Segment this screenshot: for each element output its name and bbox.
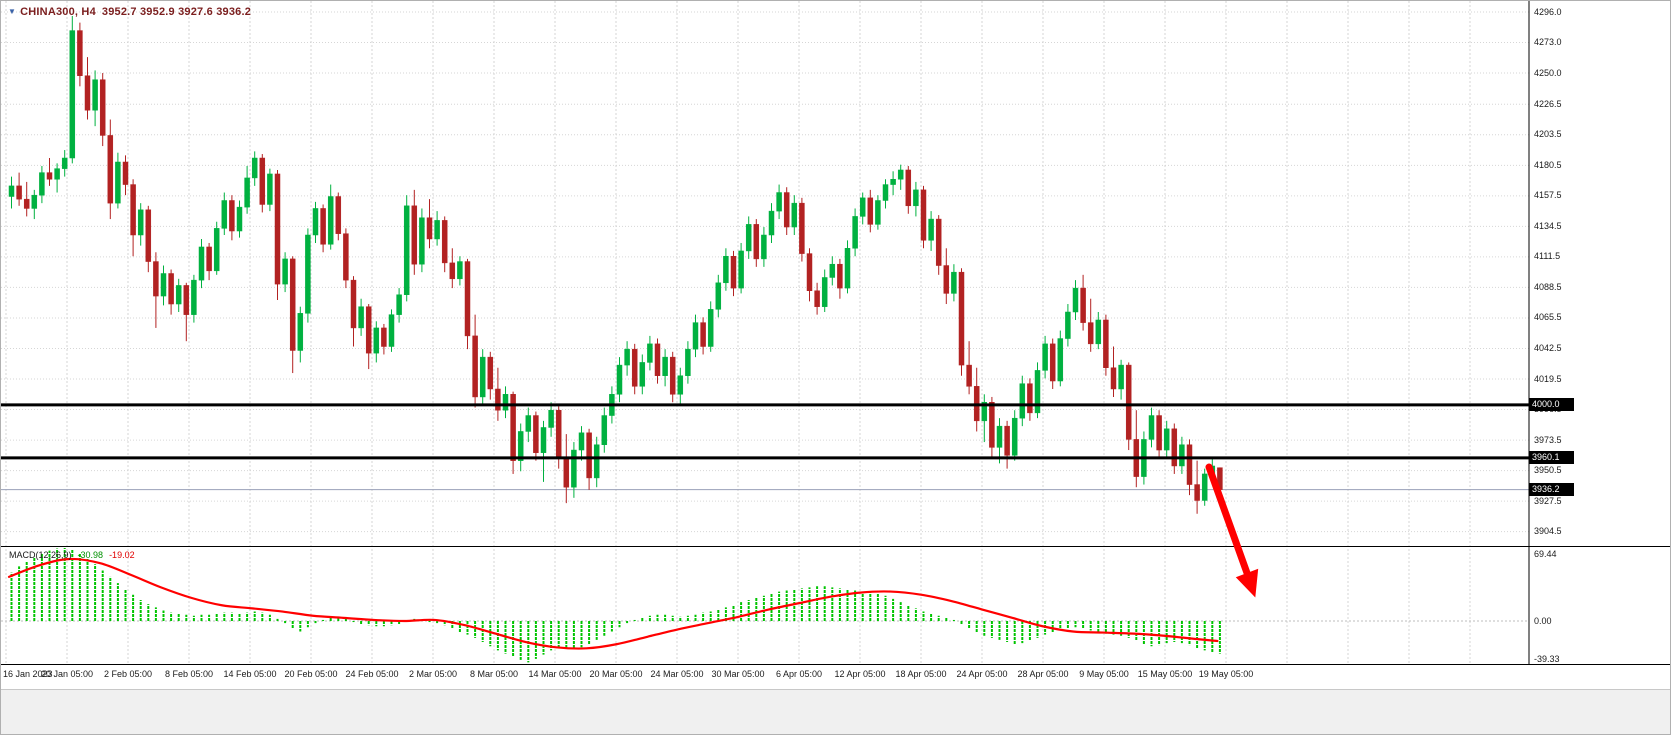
bottom-strip xyxy=(1,689,1670,734)
time-axis-label: 6 Apr 05:00 xyxy=(775,669,823,679)
price-axis-label: 4226.5 xyxy=(1534,98,1562,109)
macd-axis: 69.44 0.00 -39.33 xyxy=(1532,546,1670,664)
price-line-tag: 3960.1 xyxy=(1529,450,1574,464)
macd-axis-label: 69.44 xyxy=(1534,549,1557,559)
macd-indicator xyxy=(7,548,1221,663)
macd-indicator-label: MACD(12,26,9) -30.98 -19.02 xyxy=(9,550,135,560)
time-axis-label: 8 Mar 05:00 xyxy=(469,669,519,679)
macd-axis-label: -39.33 xyxy=(1534,654,1560,664)
macd-axis-label: 0.00 xyxy=(1534,615,1552,626)
horizontal-line-objects[interactable] xyxy=(1,403,1529,460)
time-axis-label: 8 Feb 05:00 xyxy=(164,669,214,679)
price-axis-label: 4019.5 xyxy=(1534,373,1562,384)
panel-separators xyxy=(1,1,1670,665)
time-axis-label: 19 May 05:00 xyxy=(1198,669,1254,679)
price-axis-label: 4065.5 xyxy=(1534,312,1562,323)
time-axis: 16 Jan 2023 20 Jan 05:00 2 Feb 05:00 8 Feb … xyxy=(1,667,1529,683)
price-axis-label: 4273.0 xyxy=(1534,37,1562,48)
time-axis-label: 12 Apr 05:00 xyxy=(834,669,886,679)
price-axis-label: 4111.5 xyxy=(1534,251,1561,262)
price-axis-label: 4296.0 xyxy=(1534,6,1562,17)
price-axis: 4296.0 4273.0 4250.0 4226.5 4203.5 4180.5 4157… xyxy=(1529,1,1670,664)
price-axis-label: 4180.5 xyxy=(1534,159,1562,170)
current-price-tag: 3936.2 xyxy=(1529,482,1574,496)
time-axis-label: 20 Jan 05:00 xyxy=(40,669,94,679)
symbol-triangle-icon: ▼ xyxy=(8,7,17,16)
macd-main-value: -30.98 xyxy=(77,550,104,560)
time-axis-label: 30 Mar 05:00 xyxy=(711,669,765,679)
price-axis-label: 4042.5 xyxy=(1534,342,1562,353)
time-axis-label: 15 May 05:00 xyxy=(1137,669,1193,679)
grid-lines xyxy=(1,1,1529,665)
price-axis-label: 4088.5 xyxy=(1534,281,1562,292)
price-axis-label: 4134.5 xyxy=(1534,220,1562,231)
time-axis-label: 24 Mar 05:00 xyxy=(650,669,704,679)
time-axis-label: 2 Feb 05:00 xyxy=(103,669,153,679)
price-axis-label: 4203.5 xyxy=(1534,129,1562,140)
price-axis-label: 3904.5 xyxy=(1534,526,1562,537)
price-axis-label: 4157.5 xyxy=(1534,190,1562,201)
time-axis-label: 14 Mar 05:00 xyxy=(528,669,582,679)
trend-arrow-annotation[interactable] xyxy=(1205,463,1259,598)
time-axis-label: 20 Mar 05:00 xyxy=(589,669,643,679)
time-axis-label: 24 Apr 05:00 xyxy=(956,669,1008,679)
time-axis-label: 28 Apr 05:00 xyxy=(1017,669,1069,679)
time-axis-label: 16 Jan 2023 xyxy=(3,669,53,679)
chart-title: ▼ CHINA300, H4 3952.7 3952.9 3927.6 3936.2 xyxy=(8,6,251,18)
price-axis-label: 3950.5 xyxy=(1534,465,1562,476)
price-axis-label: 3927.5 xyxy=(1534,495,1562,506)
time-axis-label: 24 Feb 05:00 xyxy=(345,669,399,679)
time-axis-label: 18 Apr 05:00 xyxy=(895,669,947,679)
ohlc-values: 3952.7 3952.9 3927.6 3936.2 xyxy=(101,6,252,18)
time-axis-label: 20 Feb 05:00 xyxy=(284,669,338,679)
price-axis-label: 4250.0 xyxy=(1534,67,1562,78)
macd-name: MACD(12,26,9) xyxy=(9,550,72,560)
macd-signal-value: -19.02 xyxy=(109,550,135,560)
candlesticks xyxy=(8,15,1223,514)
time-axis-label: 9 May 05:00 xyxy=(1079,669,1129,679)
price-axis-label: 3973.5 xyxy=(1534,434,1562,445)
time-axis-label: 14 Feb 05:00 xyxy=(223,669,277,679)
symbol-timeframe-label: CHINA300, H4 xyxy=(20,6,96,18)
price-line-tag: 4000.0 xyxy=(1529,397,1574,411)
time-axis-label: 2 Mar 05:00 xyxy=(408,669,458,679)
